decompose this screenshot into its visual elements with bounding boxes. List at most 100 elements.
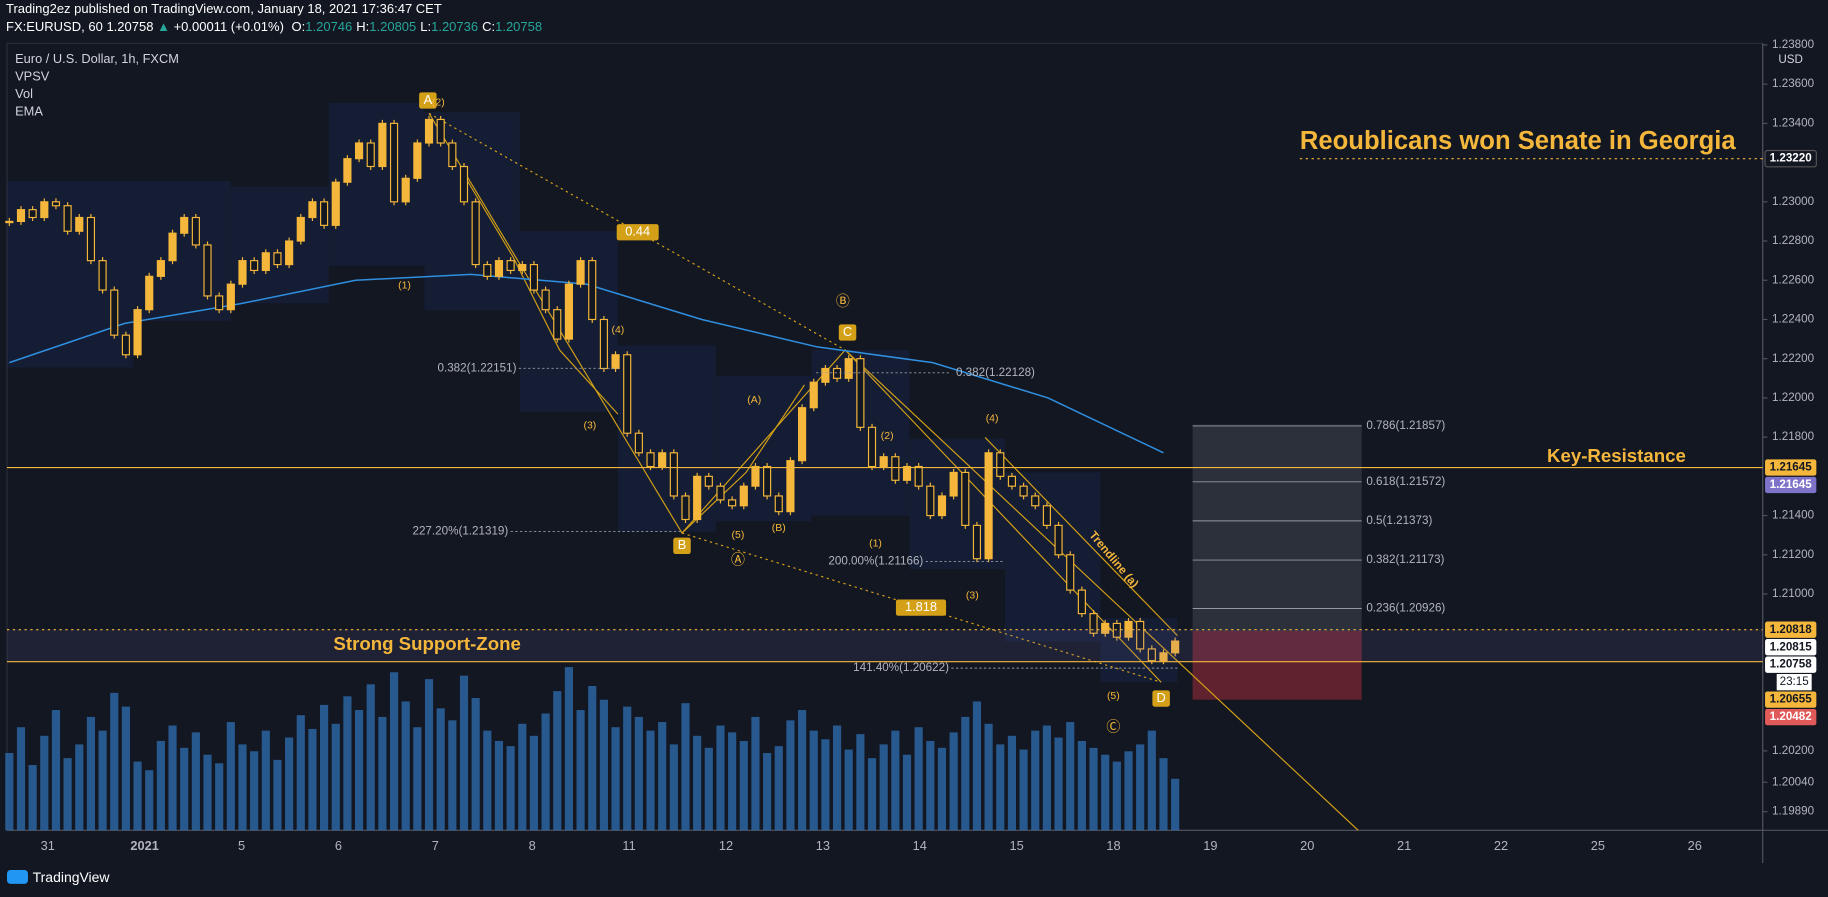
change: +0.00011 (+0.01%) [173,19,284,34]
candle-body [436,118,445,144]
fib-label: 0.382(1.22128) [956,366,1035,379]
publish-info: Trading2ez published on TradingView.com,… [6,1,442,16]
volume-bar [203,754,212,831]
volume-bar [471,698,480,831]
candle-body [1007,475,1017,487]
wave-label: (2) [881,431,894,442]
y-tick-label: 1.22200 [1772,352,1815,365]
volume-bar [821,739,830,831]
change-arrow: ▲ [157,19,170,34]
wave-label: (4) [611,325,624,336]
volume-bar [914,727,923,831]
y-tick-label: 1.21200 [1772,548,1815,561]
volume-bar [541,713,550,831]
volume-bar [658,722,667,831]
volume-bar [296,715,305,831]
x-tick-label: 14 [913,838,927,853]
wave-line [681,384,805,534]
candle-body [238,260,247,285]
candle-body [798,407,807,462]
price-badge [1765,621,1817,638]
fib-label: 0.786(1.21857) [1366,419,1445,432]
volume-bar [145,770,154,831]
candle-body [611,354,620,370]
x-tick-label: 20 [1300,838,1314,853]
candle-body [669,452,678,497]
wave-label: D [1157,690,1166,705]
stop-zone [1192,630,1362,700]
candle-body [984,452,993,560]
candle-body [856,358,865,428]
trendline [844,349,1359,831]
label-badge [895,599,947,616]
volume-bar [1031,730,1040,831]
volume-bar [996,744,1005,831]
candle-body [1112,622,1121,638]
candle-body [774,495,783,513]
candle-body [16,209,26,223]
y-tick-label: 1.23800 [1772,38,1815,51]
volume-bar [180,747,189,831]
candle-body [506,260,515,272]
wave-label: (5) [1107,691,1120,702]
fib-label: 0.618(1.21572) [1366,475,1445,488]
volume-bar [646,730,655,831]
volume-bar [809,730,818,831]
x-tick-label: 31 [41,838,55,853]
candle-body [180,216,189,234]
countdown-bg [1776,673,1812,691]
volume-bar [798,710,807,831]
candle-body [949,471,958,497]
y-tick-label: 1.22000 [1772,391,1815,404]
y-tick-label: 1.20200 [1772,744,1815,757]
volume-bar [86,716,96,831]
label-badge [838,324,857,341]
volume-bar [751,716,760,831]
candle-body [937,495,947,517]
publish-line: Trading2ez published on TradingView.com,… [0,0,1828,18]
candle-body [308,201,317,219]
candle-body [285,240,294,266]
x-tick-label: 13 [816,838,830,853]
x-tick-label: 5 [238,838,245,853]
candle-body [378,122,387,168]
candle-body [471,201,480,266]
y-tick-label: 1.20040 [1772,775,1815,788]
volume-bar [972,701,982,831]
wave-label: C [843,324,852,339]
price-badge-label: 1.20815 [1770,640,1813,653]
wave-label: (3) [966,591,979,602]
candle-body [483,263,492,277]
candle-body [564,283,573,340]
candle-body [5,220,14,224]
candle-body [86,216,96,262]
candle-body [961,471,970,526]
volume-bar [226,722,235,831]
wave-label: B [678,537,687,552]
volume-bar [1171,778,1180,831]
support-zone [6,629,1763,662]
candle-body [459,165,469,203]
x-tick-label: 15 [1009,838,1023,853]
wave-label: (3) [583,421,596,432]
volume-bar [961,716,970,831]
volume-bar [308,728,317,831]
volume-bar [28,765,37,831]
volume-bar [681,703,690,831]
volume-bar [40,735,49,831]
candle-body [121,334,130,356]
price-badge-label: 1.20482 [1770,710,1813,723]
candle-body [1042,505,1051,526]
wave-label: (5) [732,530,745,541]
volume-bar [483,730,492,831]
wave-line [463,174,619,415]
candle-body [168,232,177,262]
volume-bar [401,701,410,831]
candle-body [751,465,760,487]
candle-body [273,252,282,266]
candle-body [891,456,900,481]
volume-bar [285,737,294,831]
candle-body [75,216,84,232]
volume-bar [774,746,783,831]
wave-label: (A) [747,395,761,406]
